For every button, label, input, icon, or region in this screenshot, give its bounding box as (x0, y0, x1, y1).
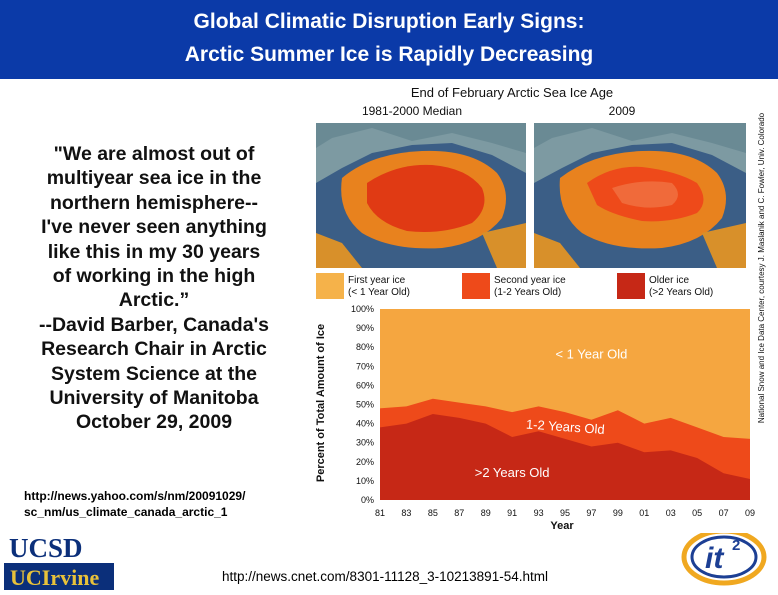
legend: First year ice (< 1 Year Old) Second yea… (316, 273, 713, 299)
figure-credit: National Snow and Ice Data Center, court… (757, 112, 766, 423)
legend-label-older: Older ice (649, 275, 689, 286)
map-right-label: 2009 (609, 104, 636, 118)
quote-line: University of Manitoba (49, 387, 259, 410)
quote-line: multiyear sea ice in the (46, 167, 262, 190)
source-link-yahoo-line2: sc_nm/us_climate_canada_arctic_1 (24, 505, 228, 519)
x-tick-label: 03 (666, 508, 676, 518)
x-tick-label: 85 (428, 508, 438, 518)
x-tick-label: 91 (507, 508, 517, 518)
legend-label-second-year: Second year ice (494, 275, 566, 286)
slide-title-line1: Global Climatic Disruption Early Signs: (193, 10, 585, 33)
quote-line: of working in the high (52, 265, 256, 288)
ucsd-logo-svg: UCSD (4, 533, 114, 563)
y-tick-label: 100% (351, 304, 374, 314)
x-tick-label: 97 (586, 508, 596, 518)
x-tick-label: 93 (534, 508, 544, 518)
x-tick-label: 05 (692, 508, 702, 518)
ucirvine-logo-svg: UCIrvine (4, 563, 114, 590)
it2-logo-svg: it 2 (681, 528, 767, 586)
chart-xlabel: Year (550, 520, 574, 532)
legend-swatch-second-year (462, 273, 490, 299)
x-tick-label: 01 (639, 508, 649, 518)
x-tick-label: 89 (481, 508, 491, 518)
quote-line: "We are almost out of (53, 143, 255, 165)
y-tick-label: 20% (356, 457, 374, 467)
series-label-1-2: 1-2 Years Old (525, 417, 605, 437)
y-tick-label: 30% (356, 438, 374, 448)
area-series--2-years-old (380, 414, 750, 500)
source-link-yahoo-line1: http://news.yahoo.com/s/nm/20091029/ (24, 489, 246, 503)
x-tick-label: 95 (560, 508, 570, 518)
map-2009 (534, 123, 746, 268)
chart-ylabel: Percent of Total Amount of Ice (315, 324, 327, 482)
series-label-gt2: >2 Years Old (475, 465, 550, 480)
ucirvine-logo: UCIrvine (4, 563, 114, 590)
map-left-label: 1981-2000 Median (362, 104, 462, 118)
legend-swatch-older (617, 273, 645, 299)
ucirvine-logo-text: UCIrvine (10, 565, 99, 590)
y-tick-label: 40% (356, 419, 374, 429)
x-tick-label: 81 (375, 508, 385, 518)
legend-sub-second-year: (1-2 Years Old) (494, 287, 561, 298)
quote-line: System Science at the (51, 362, 257, 385)
ucsd-logo-text: UCSD (9, 533, 83, 561)
x-tick-label: 87 (454, 508, 464, 518)
y-tick-label: 10% (356, 476, 374, 486)
quote-line: October 29, 2009 (75, 411, 233, 434)
map-1981-2000 (316, 123, 526, 268)
ucsd-logo: UCSD (4, 533, 114, 563)
sea-ice-figure-svg: End of February Arctic Sea Ice Age 1981-… (312, 83, 772, 533)
y-tick-label: 0% (361, 495, 374, 505)
it2-logo-text: it (705, 542, 725, 575)
sea-ice-figure: End of February Arctic Sea Ice Age 1981-… (312, 83, 772, 533)
legend-swatch-first-year (316, 273, 344, 299)
y-tick-label: 80% (356, 342, 374, 352)
y-tick-label: 90% (356, 323, 374, 333)
quote-line: Arctic.” (118, 289, 190, 312)
y-tick-label: 70% (356, 361, 374, 371)
source-link-cnet[interactable]: http://news.cnet.com/8301-11128_3-102138… (222, 569, 548, 584)
quote: "We are almost out of multiyear sea ice … (4, 142, 304, 435)
it2-logo: it 2 (680, 525, 770, 595)
x-tick-label: 09 (745, 508, 755, 518)
y-tick-label: 50% (356, 400, 374, 410)
slide-title-line2: Arctic Summer Ice is Rapidly Decreasing (184, 43, 594, 66)
source-link-yahoo[interactable]: http://news.yahoo.com/s/nm/20091029/ sc_… (24, 488, 245, 520)
y-tick-label: 60% (356, 380, 374, 390)
legend-label-first-year: First year ice (348, 275, 406, 286)
x-tick-label: 83 (401, 508, 411, 518)
quote-line: Research Chair in Arctic (41, 338, 267, 361)
quote-line: --David Barber, Canada's (38, 313, 270, 336)
legend-sub-older: (>2 Years Old) (649, 287, 713, 298)
x-tick-label: 07 (719, 508, 729, 518)
x-tick-label: 99 (613, 508, 623, 518)
ice-age-chart: Percent of Total Amount of Ice Year 0% 10… (315, 304, 755, 532)
quote-line: like this in my 30 years (47, 240, 261, 263)
quote-line: northern hemisphere-- (49, 191, 259, 214)
series-label-lt1: < 1 Year Old (555, 347, 627, 362)
quote-line: I've never seen anything (41, 216, 267, 239)
figure-title: End of February Arctic Sea Ice Age (411, 85, 613, 100)
legend-sub-first-year: (< 1 Year Old) (348, 287, 410, 298)
it2-logo-sup: 2 (732, 537, 740, 554)
title-bar (0, 0, 778, 79)
